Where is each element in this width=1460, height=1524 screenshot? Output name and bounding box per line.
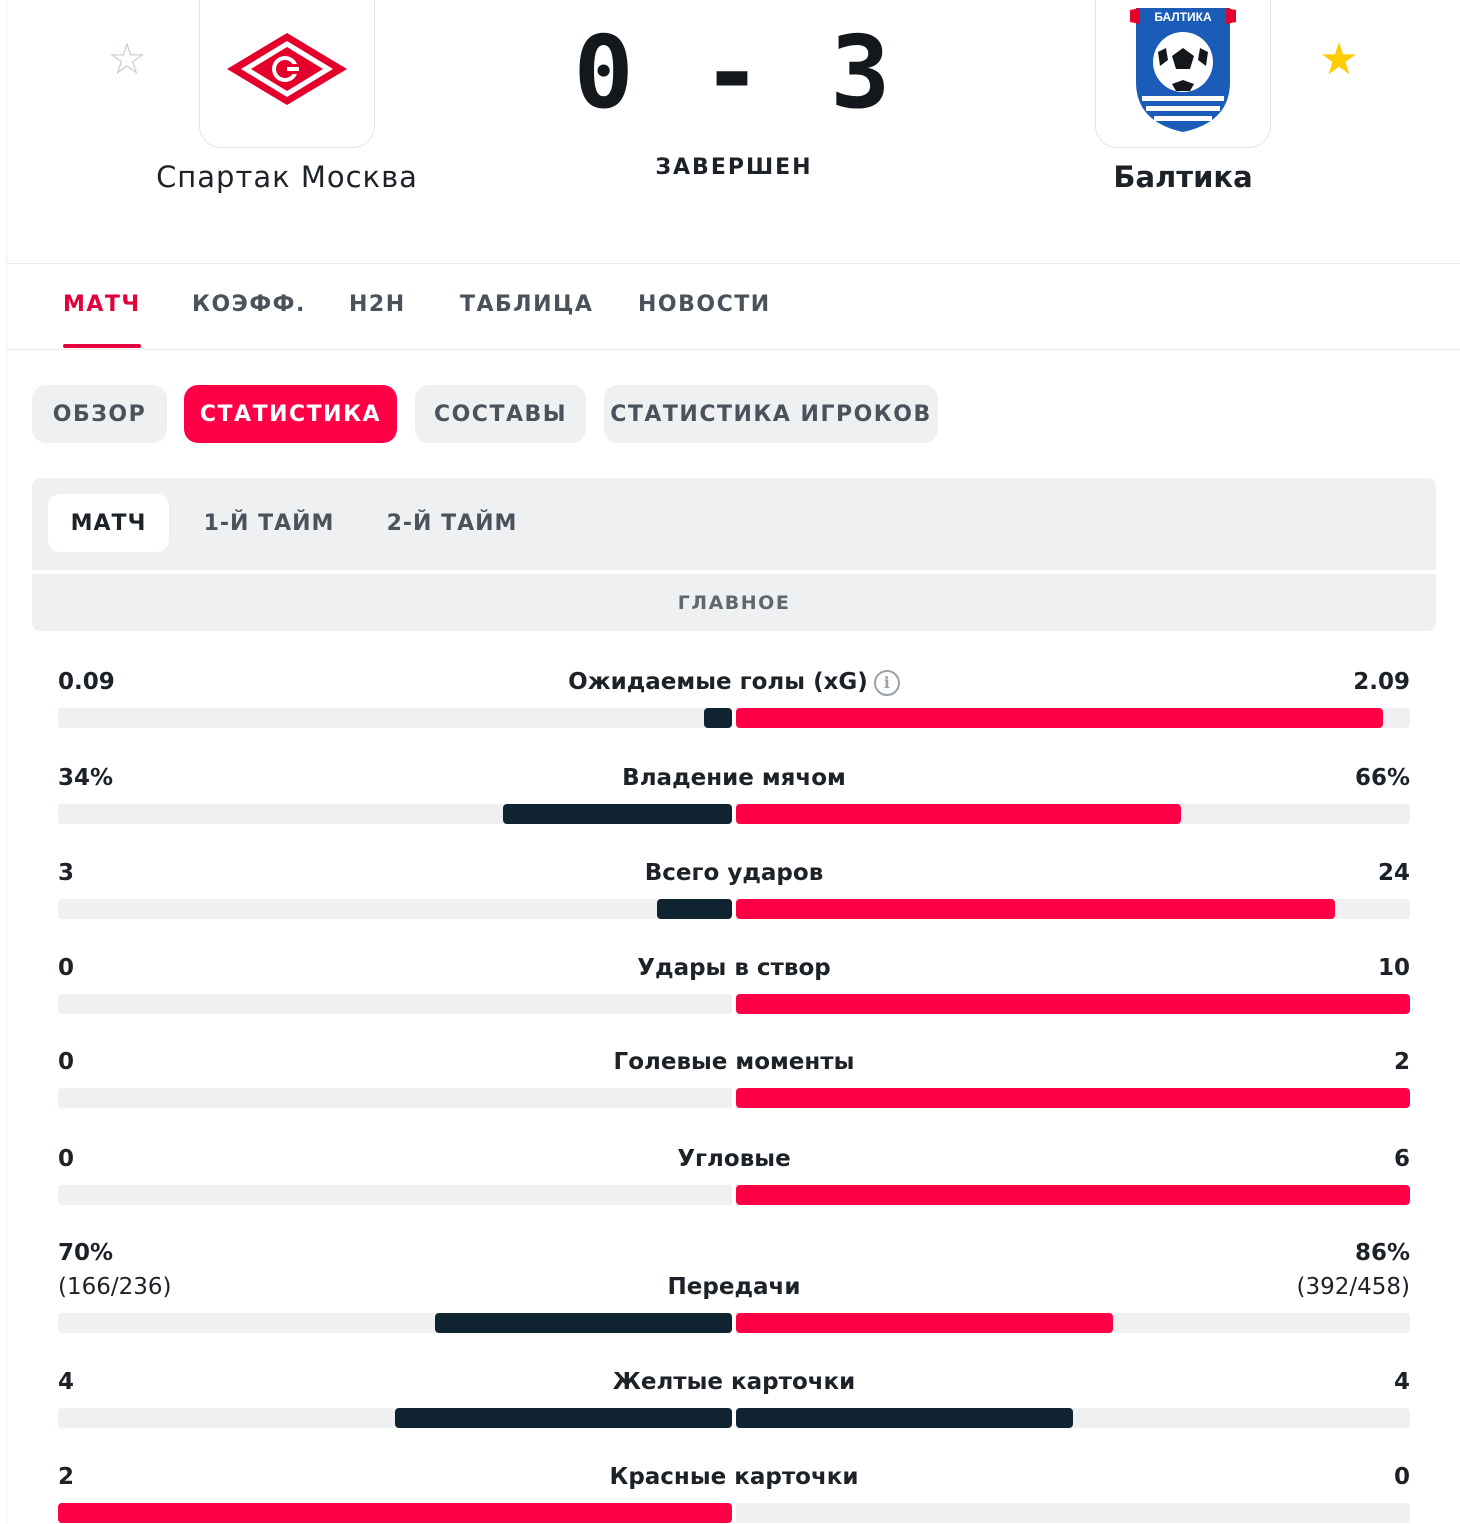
stat-home-value: 2 bbox=[58, 1464, 75, 1490]
home-team-name[interactable]: Спартак Москва bbox=[156, 160, 418, 194]
stat-bar-home-track bbox=[58, 899, 732, 919]
stat-away-value-sub: (392/458) bbox=[1296, 1274, 1411, 1300]
stat-bar-home-fill bbox=[657, 899, 732, 919]
stat-away-value: 6 bbox=[1393, 1146, 1410, 1172]
stat-label: Передачи bbox=[667, 1274, 801, 1300]
stat-away-value-main: 86% bbox=[1354, 1240, 1410, 1266]
stat-label: Красные карточки bbox=[609, 1464, 859, 1490]
stat-bar-home-fill bbox=[435, 1313, 732, 1333]
stat-bar bbox=[58, 1313, 1410, 1333]
match-status: ЗАВЕРШЕН bbox=[655, 155, 813, 180]
stat-away-value: 4 bbox=[1393, 1369, 1410, 1395]
away-team-name[interactable]: Балтика bbox=[1113, 160, 1253, 194]
stat-away-value: 0 bbox=[1393, 1464, 1410, 1490]
stat-bar bbox=[58, 1503, 1410, 1523]
stat-bar-home-fill bbox=[503, 804, 732, 824]
match-page: ☆ Спартак Москва 0 - 3 ЗАВЕРШЕН БАЛТИКА bbox=[6, 0, 1460, 1524]
stat-home-value: 0 bbox=[58, 955, 75, 981]
stat-bar-home-fill bbox=[58, 1503, 732, 1523]
section-title: ГЛАВНОЕ bbox=[32, 574, 1436, 631]
stat-bar-away-fill bbox=[736, 804, 1181, 824]
stat-home-value-main: 70% bbox=[58, 1240, 114, 1266]
stat-label: Голевые моменты bbox=[613, 1049, 855, 1075]
match-header: ☆ Спартак Москва 0 - 3 ЗАВЕРШЕН БАЛТИКА bbox=[7, 0, 1460, 264]
period-tab-match[interactable]: МАТЧ bbox=[48, 494, 169, 552]
stat-bar-away-fill bbox=[736, 1408, 1073, 1428]
stat-label: Желтые карточки bbox=[612, 1369, 856, 1395]
stat-home-value: 0.09 bbox=[58, 669, 115, 695]
stat-away-value: 2.09 bbox=[1353, 669, 1410, 695]
stat-bar-away-fill bbox=[736, 1185, 1410, 1205]
info-icon[interactable]: i bbox=[873, 669, 900, 696]
stat-label: Ожидаемые голы (xG) i bbox=[434, 668, 1034, 696]
stat-bar-home-fill bbox=[704, 708, 732, 728]
stat-bar-home-fill bbox=[395, 1408, 732, 1428]
stat-away-value: 10 bbox=[1377, 955, 1410, 981]
away-team-logo[interactable]: БАЛТИКА bbox=[1095, 0, 1271, 148]
stat-home-value: 3 bbox=[58, 860, 75, 886]
tab-h2h[interactable]: H2H bbox=[349, 292, 406, 317]
stat-bar bbox=[58, 1185, 1410, 1205]
stat-away-value: 2 bbox=[1393, 1049, 1410, 1075]
stat-bar bbox=[58, 899, 1410, 919]
spartak-logo-icon bbox=[227, 32, 347, 105]
stat-bar bbox=[58, 708, 1410, 728]
stat-label-text: Ожидаемые голы (xG) bbox=[568, 669, 868, 695]
baltika-logo-text: БАЛТИКА bbox=[1154, 10, 1212, 24]
stat-bar-away-fill bbox=[736, 708, 1383, 728]
stat-label: Владение мячом bbox=[622, 765, 846, 791]
subtab-player-statistics[interactable]: СТАТИСТИКА ИГРОКОВ bbox=[604, 385, 938, 443]
tab-match-label: МАТЧ bbox=[63, 292, 141, 317]
stat-home-value: 34% bbox=[58, 765, 114, 791]
stat-bar-away-fill bbox=[736, 994, 1410, 1014]
tab-match[interactable]: МАТЧ bbox=[63, 292, 141, 348]
stat-label: Удары в створ bbox=[637, 955, 831, 981]
stat-bar bbox=[58, 1088, 1410, 1108]
tab-standings[interactable]: ТАБЛИЦА bbox=[460, 292, 594, 317]
stat-label: Угловые bbox=[677, 1146, 791, 1172]
period-tab-first-half[interactable]: 1-Й ТАЙМ bbox=[203, 510, 335, 536]
stat-away-value: 24 bbox=[1377, 860, 1410, 886]
tab-news[interactable]: НОВОСТИ bbox=[638, 292, 771, 317]
baltika-logo-icon: БАЛТИКА bbox=[1130, 7, 1236, 132]
subtab-statistics[interactable]: СТАТИСТИКА bbox=[184, 385, 397, 443]
home-team-logo[interactable] bbox=[199, 0, 375, 148]
stat-home-value: 0 bbox=[58, 1146, 75, 1172]
stat-home-value: 4 bbox=[58, 1369, 75, 1395]
period-tabs: МАТЧ 1-Й ТАЙМ 2-Й ТАЙМ bbox=[32, 478, 1436, 570]
stat-bar-away-track bbox=[736, 1503, 1410, 1523]
stat-home-value: 0 bbox=[58, 1049, 75, 1075]
active-tab-underline bbox=[63, 344, 141, 348]
home-favorite-star-icon[interactable]: ☆ bbox=[107, 34, 147, 85]
stat-bar-home-track bbox=[58, 1185, 732, 1205]
stat-away-value: 86% (392/458) bbox=[1297, 1239, 1411, 1301]
stat-bar bbox=[58, 1408, 1410, 1428]
match-score: 0 - 3 bbox=[573, 14, 895, 131]
stat-bar-away-fill bbox=[736, 1088, 1410, 1108]
stat-away-value: 66% bbox=[1354, 765, 1410, 791]
tab-odds[interactable]: КОЭФФ. bbox=[192, 292, 306, 317]
main-tabs: МАТЧ КОЭФФ. H2H ТАБЛИЦА НОВОСТИ bbox=[7, 264, 1460, 350]
stat-bar-home-track bbox=[58, 994, 732, 1014]
stat-bar bbox=[58, 994, 1410, 1014]
stat-home-value-sub: (166/236) bbox=[58, 1274, 172, 1300]
stat-bar bbox=[58, 804, 1410, 824]
away-favorite-star-icon[interactable]: ★ bbox=[1319, 34, 1359, 85]
stat-bar-home-track bbox=[58, 708, 732, 728]
period-tab-second-half[interactable]: 2-Й ТАЙМ bbox=[386, 510, 518, 536]
stat-home-value: 70% (166/236) bbox=[58, 1239, 172, 1301]
stat-bar-home-track bbox=[58, 1088, 732, 1108]
stat-label: Всего ударов bbox=[644, 860, 824, 886]
subtab-lineups[interactable]: СОСТАВЫ bbox=[415, 385, 586, 443]
stat-bar-away-fill bbox=[736, 899, 1335, 919]
subtab-overview[interactable]: ОБЗОР bbox=[32, 385, 167, 443]
stat-bar-away-fill bbox=[736, 1313, 1113, 1333]
